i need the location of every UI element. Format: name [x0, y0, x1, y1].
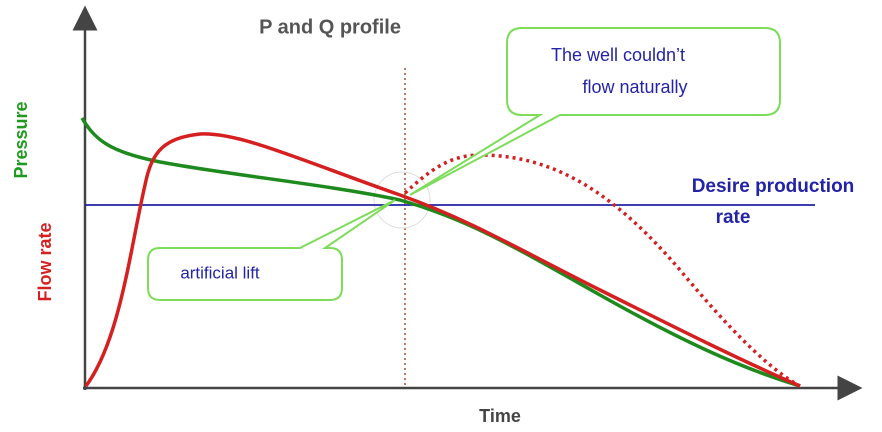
callout-top	[409, 27, 781, 196]
flow-curve	[84, 132, 801, 388]
desire-label: Desire production	[692, 176, 855, 197]
pressure-curve	[80, 117, 801, 388]
y-label-flow: Flow rate	[35, 222, 55, 301]
desire-label: rate	[716, 207, 751, 228]
x-label: Time	[479, 406, 521, 426]
callout-bottom-text: artificial lift	[180, 263, 260, 282]
callout-top-text: flow naturally	[582, 77, 687, 97]
flow-curve-natural	[403, 153, 801, 388]
highlight-circle	[373, 171, 431, 229]
callout-top-text: The well couldn’t	[551, 45, 685, 65]
y-label-pressure: Pressure	[11, 101, 31, 178]
callout-bottom	[147, 199, 396, 301]
title: P and Q profile	[259, 16, 401, 38]
